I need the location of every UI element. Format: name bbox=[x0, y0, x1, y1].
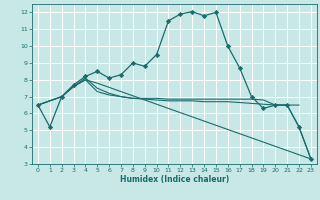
X-axis label: Humidex (Indice chaleur): Humidex (Indice chaleur) bbox=[120, 175, 229, 184]
